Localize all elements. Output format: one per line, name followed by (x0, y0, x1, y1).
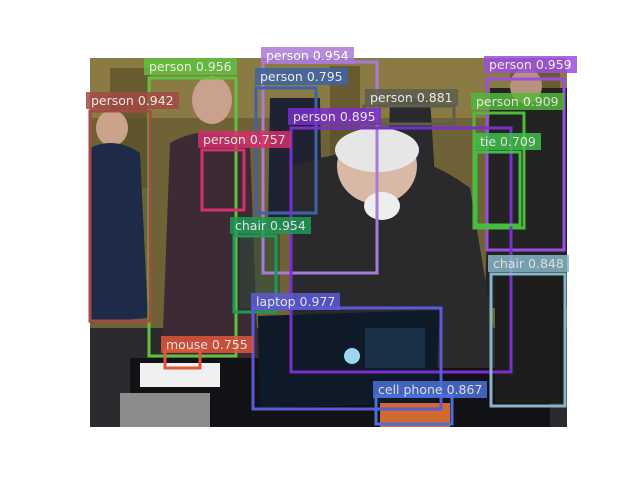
detection-label-11: chair 0.848 (488, 255, 569, 272)
detection-box-10 (232, 234, 278, 314)
detection-box-0 (147, 76, 238, 358)
detection-label-3: person 0.795 (255, 68, 348, 85)
detection-box-8 (200, 148, 246, 212)
detection-label-1: person 0.954 (261, 47, 354, 64)
detection-label-13: mouse 0.755 (161, 336, 253, 353)
detection-box-7 (289, 126, 513, 374)
detection-box-4 (88, 109, 152, 323)
detection-label-6: person 0.909 (471, 93, 564, 110)
detection-box-11 (489, 272, 567, 408)
detection-label-9: tie 0.709 (475, 133, 541, 150)
detection-label-14: cell phone 0.867 (373, 381, 488, 398)
detection-box-9 (474, 150, 522, 227)
detection-box-1 (261, 60, 379, 275)
detection-label-2: person 0.959 (484, 56, 577, 73)
detection-label-8: person 0.757 (198, 131, 291, 148)
detection-label-12: laptop 0.977 (251, 293, 341, 310)
detection-label-10: chair 0.954 (230, 217, 311, 234)
detection-label-5: person 0.881 (365, 89, 458, 106)
detection-box-2 (485, 77, 566, 252)
detection-label-0: person 0.956 (144, 58, 237, 75)
detection-box-6 (472, 111, 526, 230)
detection-label-4: person 0.942 (86, 92, 179, 109)
detection-box-3 (254, 86, 318, 215)
detection-box-12 (251, 306, 443, 411)
detection-label-7: person 0.895 (288, 108, 381, 125)
